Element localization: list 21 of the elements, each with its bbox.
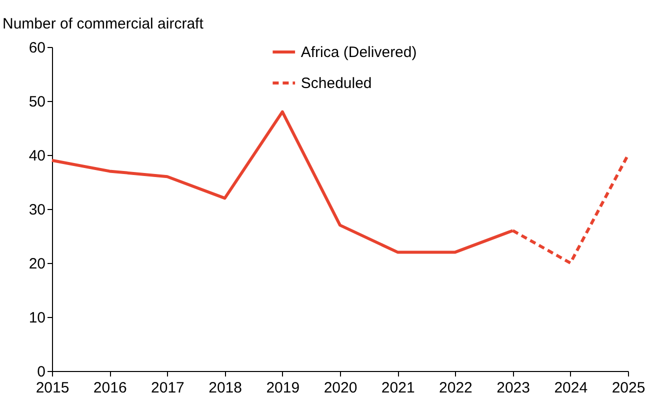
legend-label: Scheduled bbox=[300, 75, 372, 92]
x-tick-label: 2019 bbox=[266, 380, 300, 396]
y-tick-label: 10 bbox=[28, 310, 46, 326]
y-tick-label: 30 bbox=[28, 202, 46, 218]
x-tick-label: 2025 bbox=[612, 380, 646, 396]
y-tick-label: 50 bbox=[28, 94, 46, 110]
x-tick-label: 2024 bbox=[554, 380, 588, 396]
x-tick-label: 2016 bbox=[93, 380, 127, 396]
y-tick-label: 20 bbox=[28, 256, 46, 272]
y-axis-title: Number of commercial aircraft bbox=[2, 16, 204, 32]
x-tick-label: 2015 bbox=[36, 380, 70, 396]
y-tick-label: 0 bbox=[37, 364, 46, 380]
x-tick-label: 2018 bbox=[208, 380, 242, 396]
x-tick-label: 2021 bbox=[381, 380, 415, 396]
x-tick-label: 2022 bbox=[439, 380, 472, 396]
legend-label: Africa (Delivered) bbox=[300, 44, 417, 61]
x-tick-label: 2023 bbox=[496, 380, 530, 396]
x-tick-label: 2020 bbox=[324, 380, 358, 396]
y-tick-label: 60 bbox=[28, 40, 46, 56]
y-tick-label: 40 bbox=[28, 148, 46, 164]
x-tick-label: 2017 bbox=[151, 380, 184, 396]
